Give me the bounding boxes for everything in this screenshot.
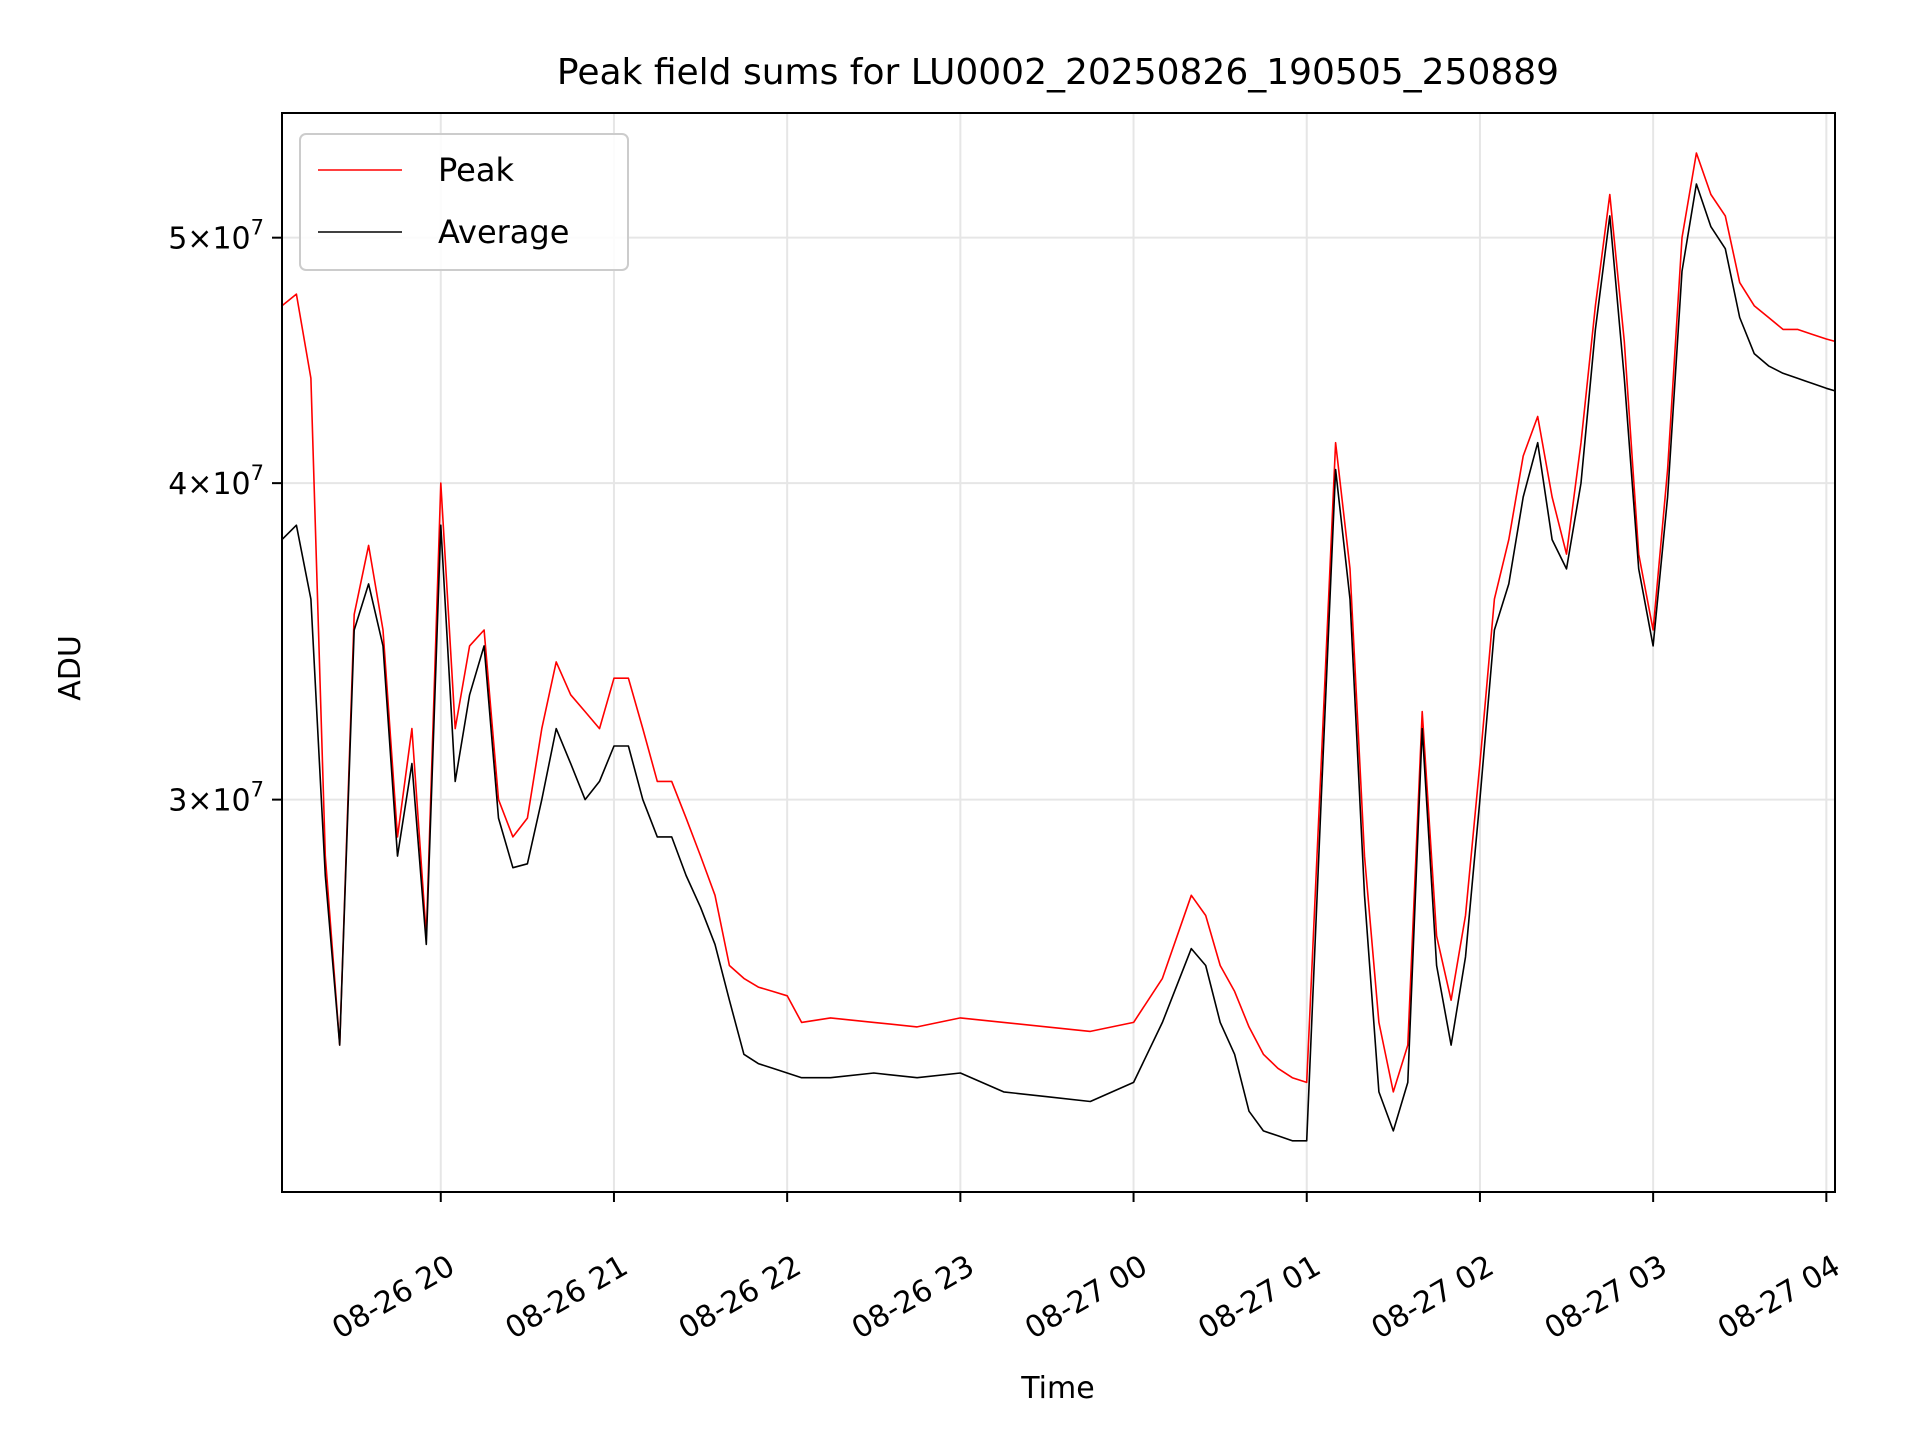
y-tick-label: 5×107 <box>168 216 264 257</box>
chart-title: Peak field sums for LU0002_20250826_1905… <box>557 52 1559 93</box>
legend: Peak Average <box>299 133 629 271</box>
x-axis-label: Time <box>1020 1371 1094 1406</box>
plot-frame <box>281 112 1836 1193</box>
y-tick-label: 4×107 <box>168 461 264 502</box>
legend-label-average: Average <box>438 213 569 251</box>
legend-box <box>299 133 629 271</box>
series-layer <box>281 152 1836 1142</box>
y-axis-ticks: 3×107 4×107 5×107 <box>168 216 282 819</box>
legend-label-peak: Peak <box>438 151 514 189</box>
series-line-average <box>281 183 1836 1142</box>
y-axis-label: ADU <box>53 635 88 701</box>
y-tick-label: 3×107 <box>168 778 264 819</box>
series-line-peak <box>281 152 1836 1093</box>
